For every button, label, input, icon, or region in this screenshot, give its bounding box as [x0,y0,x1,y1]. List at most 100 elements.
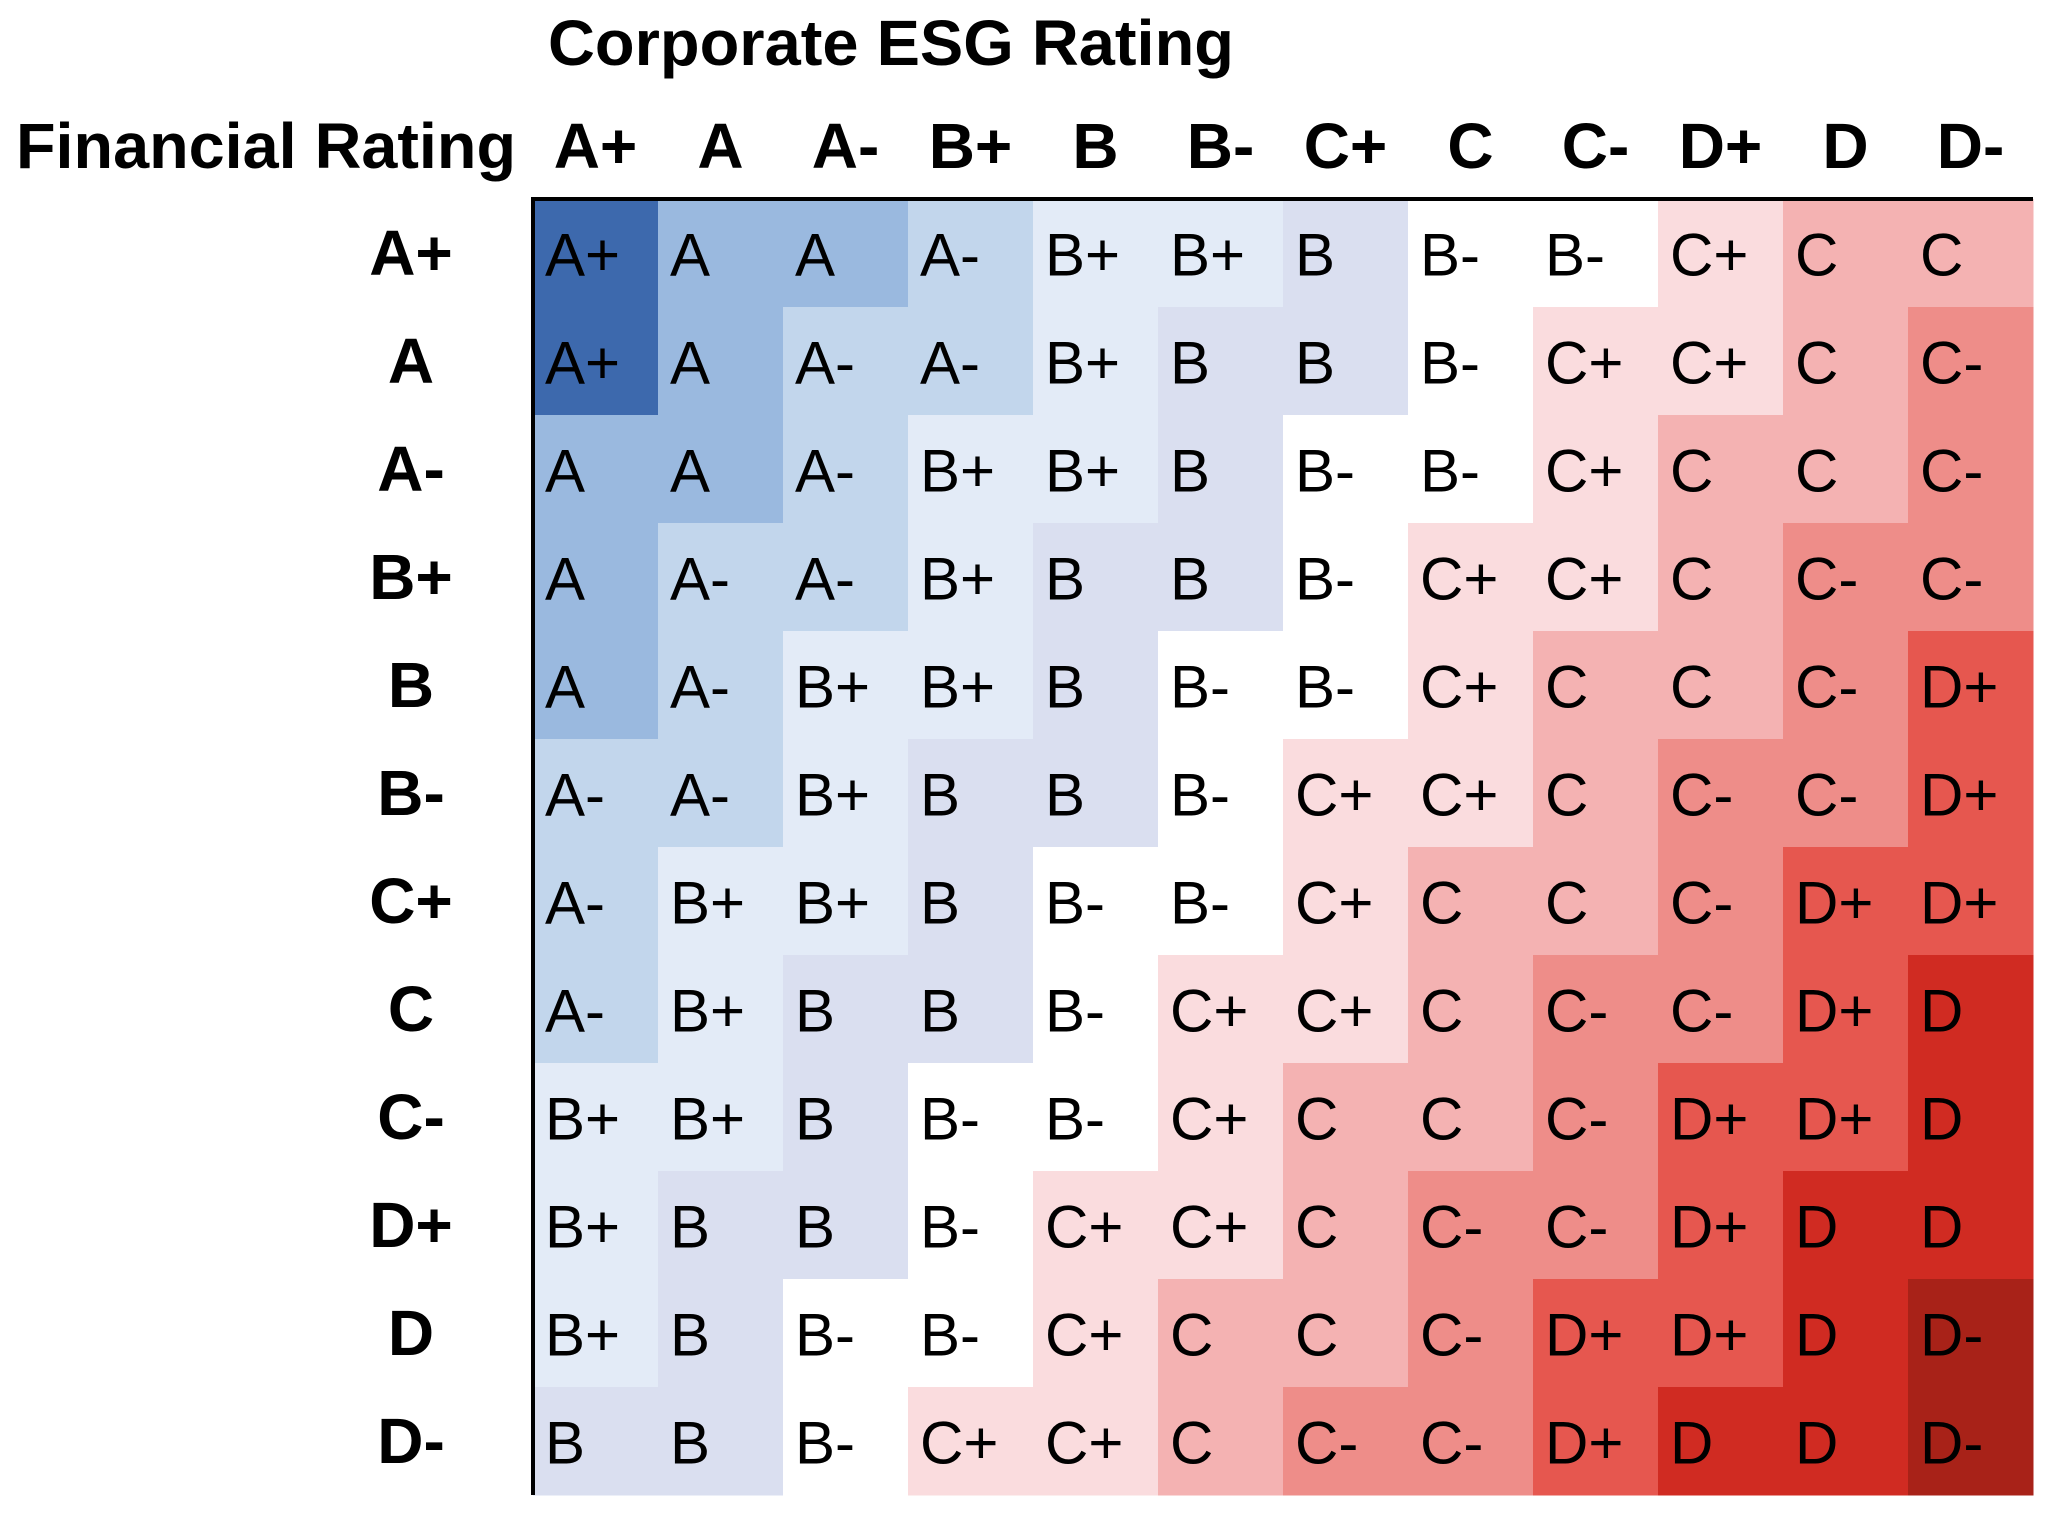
cell-grade: D- [1920,1302,1983,1369]
cell-grade: B+ [670,870,745,937]
cell-grade: C [1545,654,1588,721]
column-label: A [697,110,743,182]
cell-bg [1158,955,1284,1064]
cell-bg [658,307,784,416]
row-label: A- [377,433,445,505]
cell-bg [1783,415,1909,524]
cell-bg [1533,199,1659,308]
cell-bg [908,523,1034,632]
cell-grade: C+ [1295,762,1373,829]
cell-bg [1033,307,1159,416]
cell-bg [1533,955,1659,1064]
cell-grade: B+ [670,978,745,1045]
cell-bg [1908,955,2034,1064]
cell-bg [533,1171,659,1280]
cell-bg [658,523,784,632]
cell-grade: A [670,222,710,289]
column-label: B+ [929,110,1013,182]
cell-bg [908,307,1034,416]
column-label: B- [1187,110,1255,182]
cell-bg [1783,847,1909,956]
column-label: D- [1937,110,2005,182]
cell-grade: B [1045,762,1085,829]
cell-grade: C+ [1295,870,1373,937]
cell-grade: C [1420,1086,1463,1153]
cell-grade: D+ [1795,978,1873,1045]
cell-bg [1658,523,1784,632]
cell-bg [783,847,909,956]
cell-grade: D+ [1795,870,1873,937]
cell-bg [1658,631,1784,740]
cell-bg [533,739,659,848]
cell-bg [1533,1279,1659,1388]
row-label: B [388,649,434,721]
cell-grade: C- [1795,762,1858,829]
cell-grade: B- [795,1410,855,1477]
cell-grade: D [1795,1194,1838,1261]
cell-grade: A- [920,222,980,289]
cell-bg [1408,307,1534,416]
cell-bg [1033,1063,1159,1172]
cell-grade: B- [1295,438,1355,505]
cell-grade: B- [920,1086,980,1153]
cell-grade: C- [1295,1410,1358,1477]
row-label: C [388,973,434,1045]
cell-bg [1908,523,2034,632]
cell-grade: D [1920,1086,1963,1153]
cell-grade: C [1670,438,1713,505]
row-label: D [388,1297,434,1369]
cell-grade: D+ [1920,762,1998,829]
cell-grade: C [1670,654,1713,721]
column-label: A- [812,110,880,182]
cell-grade: C+ [1545,546,1623,613]
cell-bg [658,199,784,308]
cell-grade: C- [1420,1194,1483,1261]
cell-bg [1533,1171,1659,1280]
cell-grade: A- [670,546,730,613]
cell-bg [1658,1279,1784,1388]
cell-grade: C- [1670,870,1733,937]
cell-bg [1783,1063,1909,1172]
cell-grade: B- [1045,870,1105,937]
cell-grade: B+ [670,1086,745,1153]
cell-bg [1158,307,1284,416]
cell-bg [1408,1387,1534,1496]
cell-grade: C [1420,870,1463,937]
cell-grade: C- [1795,654,1858,721]
cell-bg [1283,415,1409,524]
cell-grade: C+ [1420,546,1498,613]
cell-grade: C+ [1170,1194,1248,1261]
cell-bg [783,631,909,740]
column-label: C- [1562,110,1630,182]
cell-grade: D- [1920,1410,1983,1477]
cell-bg [1408,631,1534,740]
cell-grade: D+ [1670,1194,1748,1261]
cell-grade: B+ [795,654,870,721]
cell-grade: D [1795,1302,1838,1369]
cell-grade: B- [1045,978,1105,1045]
cell-bg [1408,1063,1534,1172]
cell-bg [1783,631,1909,740]
cell-bg [1533,307,1659,416]
cell-grade: B [795,1194,835,1261]
cell-grade: A [545,438,585,505]
cell-bg [1658,739,1784,848]
cell-bg [1908,307,2034,416]
cell-grade: C+ [1170,1086,1248,1153]
cell-bg [1408,415,1534,524]
cell-grade: C+ [920,1410,998,1477]
row-label: A [388,325,434,397]
cell-bg [1908,1279,2034,1388]
cell-grade: B- [1295,546,1355,613]
row-label: B+ [369,541,453,613]
cell-grade: C- [1795,546,1858,613]
cell-bg [1908,1171,2034,1280]
cell-bg [533,631,659,740]
cell-bg [783,415,909,524]
cell-bg [783,1171,909,1280]
cell-grade: B- [920,1302,980,1369]
cell-grade: B [920,870,960,937]
cell-grade: C [1545,870,1588,937]
cell-bg [1783,523,1909,632]
